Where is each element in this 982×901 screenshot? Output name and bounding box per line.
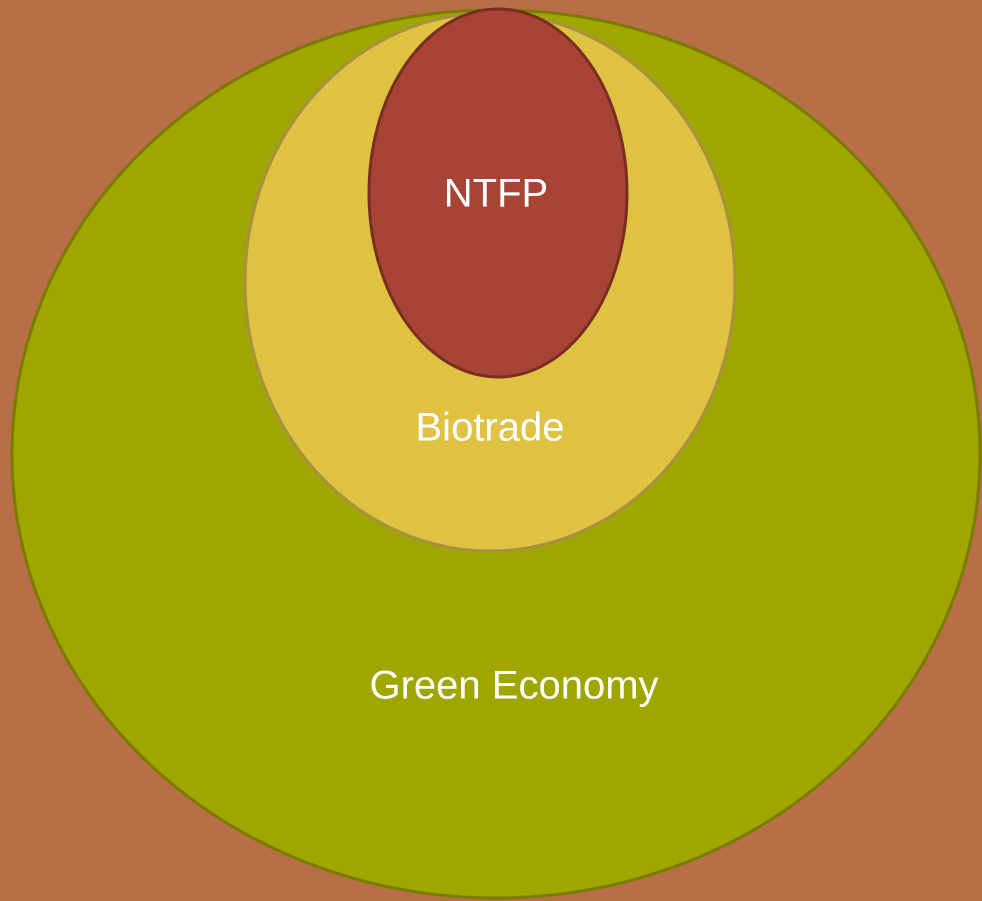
ntfp-ellipse — [367, 7, 629, 379]
biotrade-label: Biotrade — [416, 406, 565, 450]
green-economy-label: Green Economy — [369, 664, 658, 708]
ntfp-label: NTFP — [444, 172, 548, 216]
